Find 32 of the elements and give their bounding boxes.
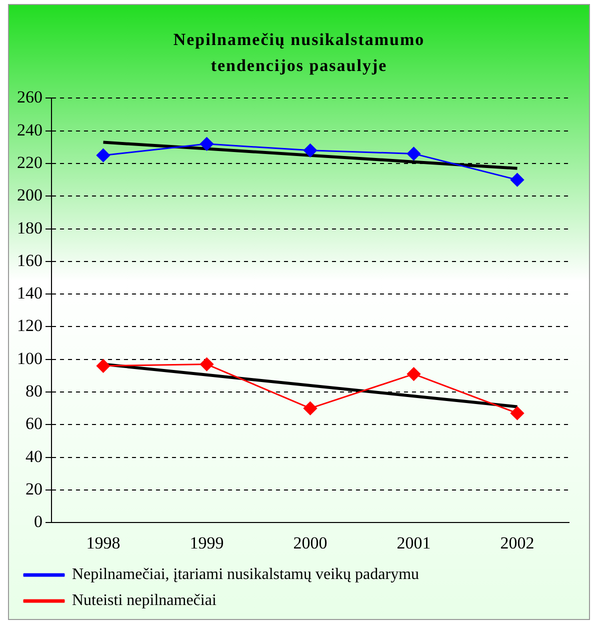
point bbox=[200, 137, 214, 151]
point bbox=[304, 402, 317, 416]
y-tick-label: 60 bbox=[26, 414, 42, 434]
x-tick-label: 2002 bbox=[500, 533, 534, 552]
y-tick-label: 100 bbox=[17, 348, 42, 368]
point bbox=[510, 173, 524, 187]
x-tick-label: 1999 bbox=[190, 533, 224, 552]
y-tick-label: 180 bbox=[17, 218, 42, 238]
point bbox=[510, 406, 524, 420]
y-tick-label: 120 bbox=[17, 316, 42, 336]
y-tick-label: 20 bbox=[26, 479, 42, 498]
y-tick-label: 80 bbox=[26, 381, 42, 400]
y-tick-label: 0 bbox=[34, 512, 42, 532]
y-tick-label: 220 bbox=[17, 152, 42, 172]
y-tick-label: 160 bbox=[17, 250, 42, 270]
legend-label: Nepilnamečiai, įtariami nusikalstamų veikų padarymu bbox=[72, 566, 420, 584]
point bbox=[304, 144, 317, 158]
x-tick-label: 1998 bbox=[86, 533, 120, 552]
point bbox=[407, 367, 420, 381]
y-tick-label: 140 bbox=[17, 284, 42, 303]
y-tick-label: 200 bbox=[17, 186, 42, 205]
point bbox=[96, 148, 110, 162]
x-tick-label: 2000 bbox=[293, 533, 328, 552]
point bbox=[96, 359, 110, 373]
x-tick-label: 2001 bbox=[396, 533, 431, 552]
point bbox=[407, 146, 420, 160]
legend-label: Nuteisti nepilnamečiai bbox=[72, 592, 217, 610]
chart-title: Nepilnamečių nusikalstamumo tendencijos pasaulyje bbox=[172, 29, 426, 77]
y-tick-label: 40 bbox=[26, 446, 42, 466]
y-tick-label: 240 bbox=[17, 120, 42, 140]
y-tick-label: 260 bbox=[17, 88, 42, 107]
point bbox=[200, 358, 214, 372]
